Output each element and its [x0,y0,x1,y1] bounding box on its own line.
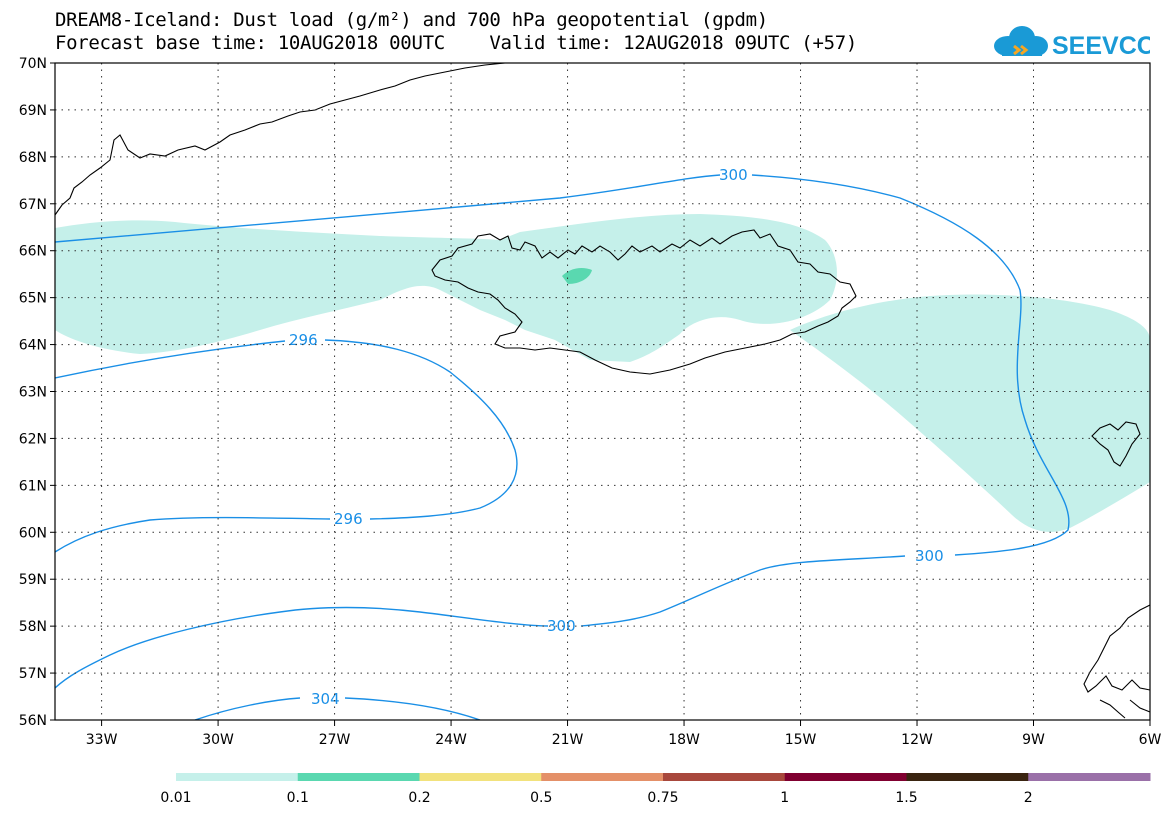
colorbar-label: 0.5 [530,790,552,806]
colorbar-swatch [663,773,786,781]
lon-tick-label: 9W [1022,732,1045,748]
lat-tick-label: 61N [19,478,47,494]
lat-tick-label: 63N [19,385,47,401]
lon-axis: 33W 30W 27W 24W 21W 18W 15W 12W 9W 6W [86,720,1162,748]
lat-tick-label: 64N [19,338,47,354]
contour-296-north [55,339,518,553]
lat-tick-label: 62N [19,431,47,447]
lat-tick-label: 69N [19,103,47,119]
colorbar-swatch [541,773,664,781]
colorbar-swatch [297,773,420,781]
contour-304 [194,697,481,720]
logo-text: SEEVCCC [1052,32,1150,60]
lat-axis: 70N 69N 68N 67N 66N 65N 64N 63N 62N 61N 60N 59N 58N 5… [19,56,55,729]
colorbar-swatch [419,773,542,781]
chart-subtitle: Forecast base time: 10AUG2018 00UTC Vali… [55,32,858,54]
contour-label-300-a: 300 [719,166,748,184]
lat-tick-label: 67N [19,197,47,213]
contour-300-north [55,174,1070,689]
lon-tick-label: 30W [202,732,234,748]
iceland-coast [431,229,857,375]
colorbar-swatch [906,773,1029,781]
dust-area-east [790,294,1150,532]
gridlines [55,63,1150,720]
contour-label-300-c: 300 [547,617,576,635]
contours [55,174,1070,720]
lat-tick-label: 58N [19,619,47,635]
colorbar-label: 1 [780,790,789,806]
lon-tick-label: 27W [319,732,351,748]
dust-area-high [562,268,592,284]
lon-tick-label: 21W [552,732,584,748]
contour-label-304: 304 [311,690,340,708]
scotland-coast [1083,604,1150,693]
lon-tick-label: 33W [86,732,118,748]
colorbar-label: 0.2 [408,790,430,806]
colorbar-label: 0.01 [160,790,191,806]
lat-tick-label: 70N [19,56,47,72]
lat-tick-label: 60N [19,525,47,541]
lat-tick-label: 68N [19,150,47,166]
lon-tick-label: 15W [785,732,817,748]
contour-label-296-a: 296 [289,331,318,349]
greenland-coast [55,63,506,216]
colorbar-label: 0.1 [287,790,309,806]
colorbar-label: 2 [1024,790,1033,806]
dust-layer [55,214,1150,532]
lon-tick-label: 6W [1139,732,1162,748]
coastlines [55,63,1150,719]
colorbar-swatch [784,773,907,781]
chart-title: DREAM8-Iceland: Dust load (g/m²) and 700… [55,9,768,31]
lon-tick-label: 12W [901,732,933,748]
colorbar-label: 1.5 [895,790,917,806]
lat-tick-label: 65N [19,291,47,307]
colorbar-swatch [1028,773,1151,781]
lon-tick-label: 24W [435,732,467,748]
lon-tick-label: 18W [668,732,700,748]
cloud-icon [994,26,1048,56]
lat-tick-label: 56N [19,713,47,729]
colorbar-label: 0.75 [647,790,678,806]
lat-tick-label: 66N [19,244,47,260]
lat-tick-label: 59N [19,572,47,588]
colorbar-swatch [176,773,299,781]
faroe-coast [1091,421,1141,467]
contour-label-296-b: 296 [334,510,363,528]
contour-label-300-b: 300 [915,547,944,565]
colorbar: 0.01 0.1 0.2 0.5 0.75 1 1.5 2 [160,773,1151,806]
lat-tick-label: 57N [19,666,47,682]
seevccc-logo: SEEVCCC [994,26,1150,60]
